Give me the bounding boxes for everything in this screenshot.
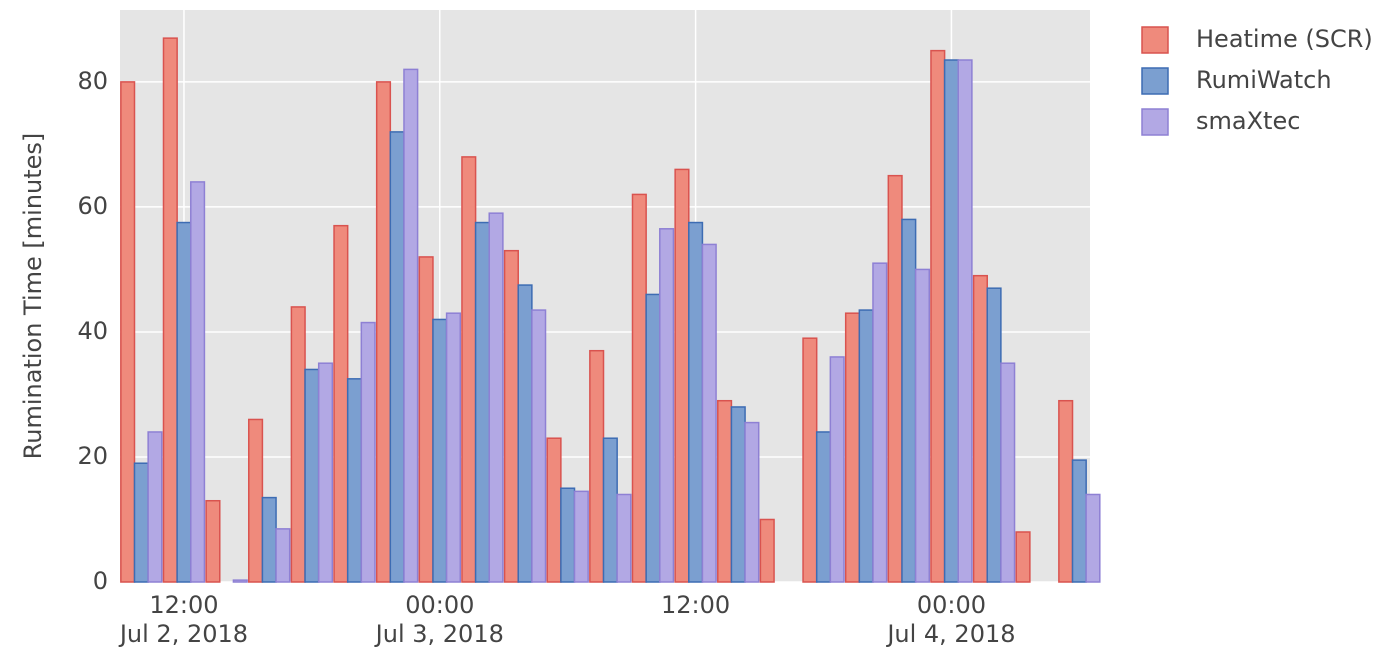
bar bbox=[317, 362, 334, 583]
bar bbox=[802, 337, 818, 583]
bar bbox=[972, 274, 988, 583]
bar bbox=[645, 293, 661, 583]
bar bbox=[759, 518, 775, 583]
y-tick-label: 40 bbox=[77, 317, 108, 345]
bar bbox=[418, 256, 434, 583]
bar bbox=[602, 437, 618, 583]
bar bbox=[957, 59, 973, 583]
bar bbox=[930, 49, 946, 583]
bar bbox=[403, 68, 419, 583]
bar bbox=[531, 309, 547, 583]
bar bbox=[631, 193, 647, 583]
bar bbox=[901, 218, 917, 583]
bar bbox=[1015, 531, 1031, 583]
bar bbox=[744, 421, 760, 583]
bar bbox=[205, 499, 221, 583]
bar bbox=[659, 228, 675, 583]
bar bbox=[290, 306, 306, 583]
bar bbox=[815, 431, 832, 583]
bar bbox=[1000, 362, 1016, 583]
bar bbox=[717, 399, 733, 583]
bar bbox=[829, 356, 845, 583]
y-tick-label: 80 bbox=[77, 67, 108, 95]
bar bbox=[461, 156, 477, 583]
bar bbox=[858, 309, 874, 583]
x-tick-label: Jul 2, 2018 bbox=[118, 620, 248, 648]
bar bbox=[389, 131, 405, 583]
bar bbox=[616, 493, 632, 583]
bar bbox=[1071, 459, 1087, 583]
bar bbox=[872, 262, 888, 583]
bar bbox=[432, 318, 448, 583]
bar bbox=[304, 368, 320, 583]
bar bbox=[546, 437, 562, 583]
bar bbox=[943, 59, 960, 583]
bar bbox=[133, 462, 149, 583]
bar bbox=[375, 81, 392, 583]
bar bbox=[688, 221, 704, 583]
bar bbox=[986, 287, 1002, 583]
y-axis-label: Rumination Time [minutes] bbox=[19, 133, 47, 460]
bar bbox=[232, 579, 248, 583]
bar bbox=[887, 174, 903, 583]
bar bbox=[844, 312, 861, 583]
bar bbox=[560, 487, 576, 583]
bar bbox=[1085, 493, 1101, 583]
y-tick-label: 0 bbox=[93, 567, 108, 595]
legend-swatch bbox=[1141, 67, 1169, 95]
bar bbox=[120, 81, 136, 583]
bar bbox=[573, 490, 589, 583]
legend-swatch bbox=[1141, 26, 1169, 54]
bar bbox=[190, 181, 206, 583]
bar bbox=[261, 496, 277, 583]
y-tick-label: 20 bbox=[77, 442, 108, 470]
bar bbox=[360, 321, 376, 583]
x-tick-label: 12:00 bbox=[661, 591, 730, 619]
legend-label: smaXtec bbox=[1196, 107, 1300, 135]
bar bbox=[589, 349, 605, 583]
bar bbox=[730, 406, 746, 583]
bar bbox=[503, 249, 519, 583]
legend-label: RumiWatch bbox=[1196, 66, 1332, 94]
x-tick-label: 00:00 bbox=[917, 591, 986, 619]
y-tick-label: 60 bbox=[77, 192, 108, 220]
x-tick-label: 12:00 bbox=[149, 591, 218, 619]
bar bbox=[147, 431, 163, 583]
bar bbox=[248, 418, 264, 583]
bar bbox=[914, 268, 931, 583]
legend-label: Heatime (SCR) bbox=[1196, 25, 1373, 53]
bar bbox=[275, 528, 291, 583]
x-tick-label: Jul 4, 2018 bbox=[885, 620, 1015, 648]
bar bbox=[701, 243, 717, 583]
bar bbox=[488, 212, 504, 583]
bar bbox=[346, 378, 363, 583]
bar bbox=[176, 221, 192, 583]
bar bbox=[674, 168, 690, 583]
bar bbox=[445, 312, 461, 583]
bar bbox=[517, 284, 533, 583]
x-tick-label: 00:00 bbox=[405, 591, 474, 619]
legend-swatch bbox=[1141, 108, 1169, 136]
bar bbox=[333, 224, 349, 583]
bar bbox=[162, 37, 178, 583]
bar bbox=[1058, 399, 1074, 583]
bar bbox=[474, 221, 490, 583]
x-tick-label: Jul 3, 2018 bbox=[374, 620, 504, 648]
